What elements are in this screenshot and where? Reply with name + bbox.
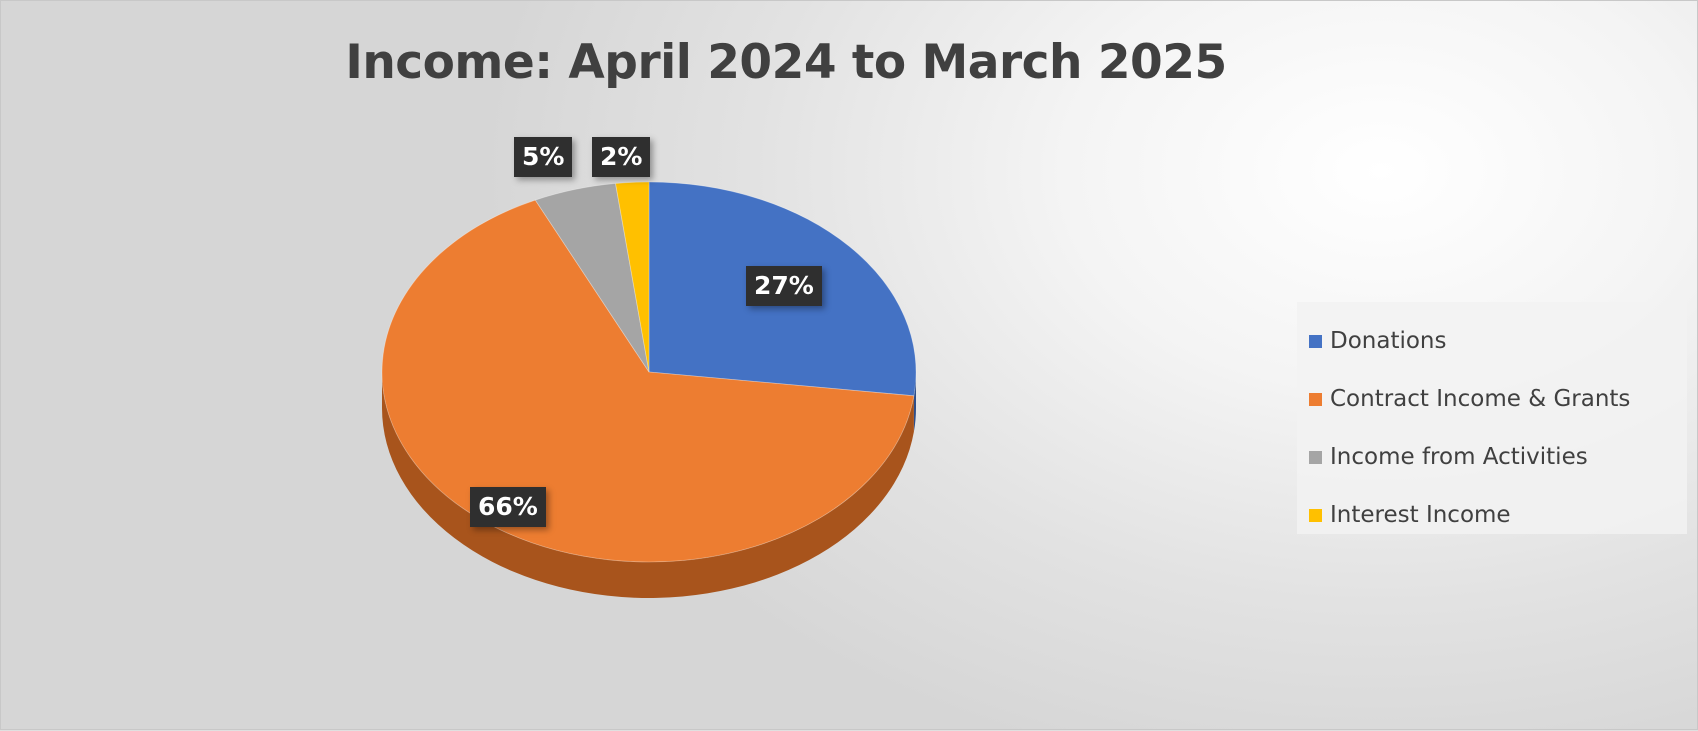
pie-side-contract-income-and-grants (382, 372, 914, 598)
pie-slice-income-from-activities (534, 183, 650, 373)
legend-label: Income from Activities (1330, 444, 1588, 470)
legend-label: Donations (1330, 328, 1447, 354)
legend-swatch (1309, 508, 1322, 522)
legend-swatch (1309, 334, 1322, 348)
legend-swatch (1309, 392, 1322, 406)
data-label-donations: 27% (746, 266, 822, 306)
legend-item-income-from-activities: Income from Activities (1297, 428, 1687, 486)
legend-item-interest-income: Interest Income (1297, 486, 1687, 544)
legend-swatch (1309, 450, 1322, 464)
legend-label: Interest Income (1330, 502, 1511, 528)
pie-slice-interest-income (615, 181, 650, 373)
chart-title: Income: April 2024 to March 2025 (345, 35, 1227, 90)
data-label-income-from-activities: 5% (514, 137, 573, 177)
legend: Donations Contract Income & Grants Income … (1297, 302, 1687, 534)
legend-label: Contract Income & Grants (1330, 386, 1631, 412)
legend-item-donations: Donations (1297, 312, 1687, 370)
data-label-interest-income: 2% (592, 137, 651, 177)
data-label-contract-income-and-grants: 66% (470, 487, 546, 527)
pie-side-donations (913, 372, 916, 432)
legend-item-contract-income-and-grants: Contract Income & Grants (1297, 370, 1687, 428)
